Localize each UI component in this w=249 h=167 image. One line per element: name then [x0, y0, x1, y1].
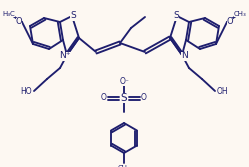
Text: O: O — [141, 94, 147, 103]
Text: S: S — [121, 93, 127, 103]
Text: O: O — [227, 18, 233, 27]
Text: CH₃: CH₃ — [234, 11, 246, 17]
Text: N: N — [181, 51, 187, 60]
Text: O: O — [16, 18, 22, 27]
Text: N⁺: N⁺ — [59, 51, 71, 60]
Text: CH₃: CH₃ — [118, 165, 130, 167]
Text: HO: HO — [20, 88, 32, 97]
Text: O⁻: O⁻ — [120, 76, 130, 86]
Text: H₃C: H₃C — [3, 11, 15, 17]
Text: O: O — [101, 94, 107, 103]
Text: OH: OH — [217, 88, 229, 97]
Text: S: S — [173, 12, 179, 21]
Text: S: S — [70, 12, 76, 21]
